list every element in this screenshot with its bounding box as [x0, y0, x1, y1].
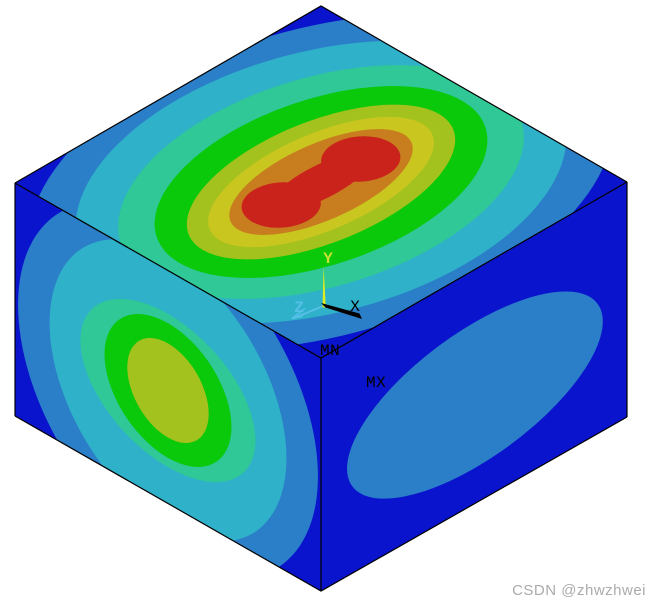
y-axis-label: Y	[323, 250, 333, 268]
z-axis-arrowhead	[291, 307, 306, 320]
top-contour-red-bridge	[270, 152, 372, 212]
triad: Y X Z	[291, 250, 362, 320]
max-marker-label: MX	[366, 374, 386, 392]
z-axis-label: Z	[294, 299, 304, 317]
bottom-edges	[14, 415, 628, 592]
x-axis-line	[321, 303, 362, 319]
cube-edges	[14, 5, 628, 592]
right-contour-band-steel-blue	[347, 291, 603, 499]
y-axis-line	[322, 266, 326, 308]
right-face	[321, 182, 627, 591]
min-marker-label: MN	[320, 342, 340, 360]
top-back-edges	[14, 5, 628, 184]
watermark: CSDN @zhwzhwei	[512, 582, 646, 599]
left-contour-core-green-yellow	[127, 337, 209, 444]
x-axis-label: X	[350, 298, 360, 316]
